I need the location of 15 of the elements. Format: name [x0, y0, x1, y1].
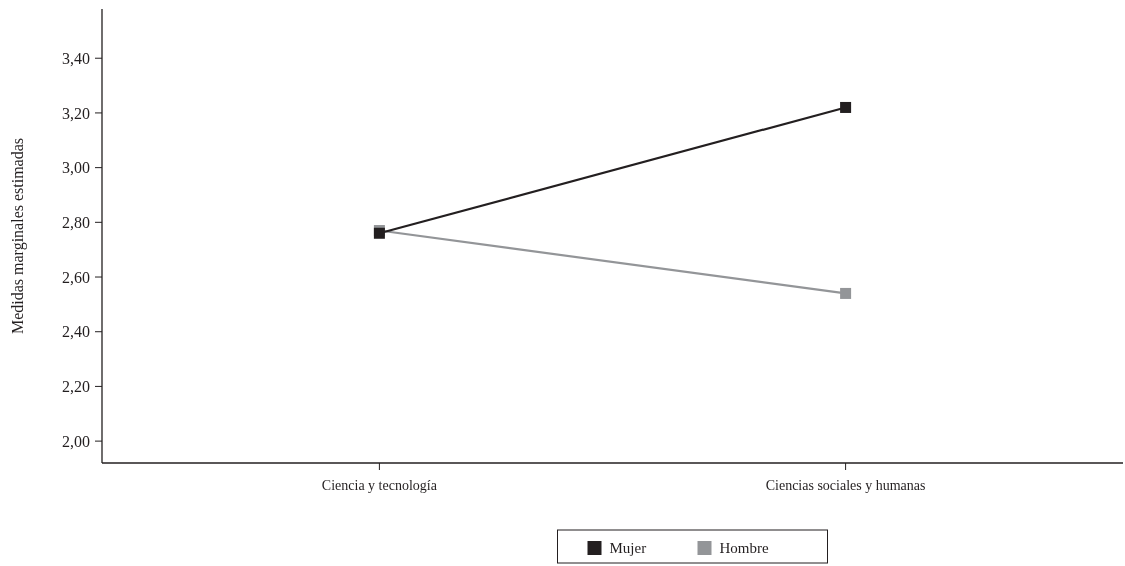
y-tick-label: 3,00: [62, 159, 90, 177]
x-tick-label: Ciencias sociales y humanas: [765, 478, 926, 493]
x-tick-label: Ciencia y tecnología: [321, 478, 438, 493]
y-tick-label: 3,20: [62, 104, 90, 122]
point: [840, 101, 852, 113]
point: [840, 287, 852, 299]
legend-label: Mujer: [609, 540, 647, 557]
y-tick-label: 2,20: [62, 378, 90, 396]
y-tick-label: 2,40: [62, 323, 90, 341]
y-axis-title: Medidas marginales estimadas: [9, 137, 27, 335]
legend-label: Hombre: [719, 540, 769, 557]
y-tick-label: 2,60: [62, 268, 90, 286]
y-tick-label: 3,40: [62, 49, 90, 67]
y-tick-label: 2,80: [62, 213, 90, 231]
y-tick-label: 2,00: [62, 432, 90, 450]
